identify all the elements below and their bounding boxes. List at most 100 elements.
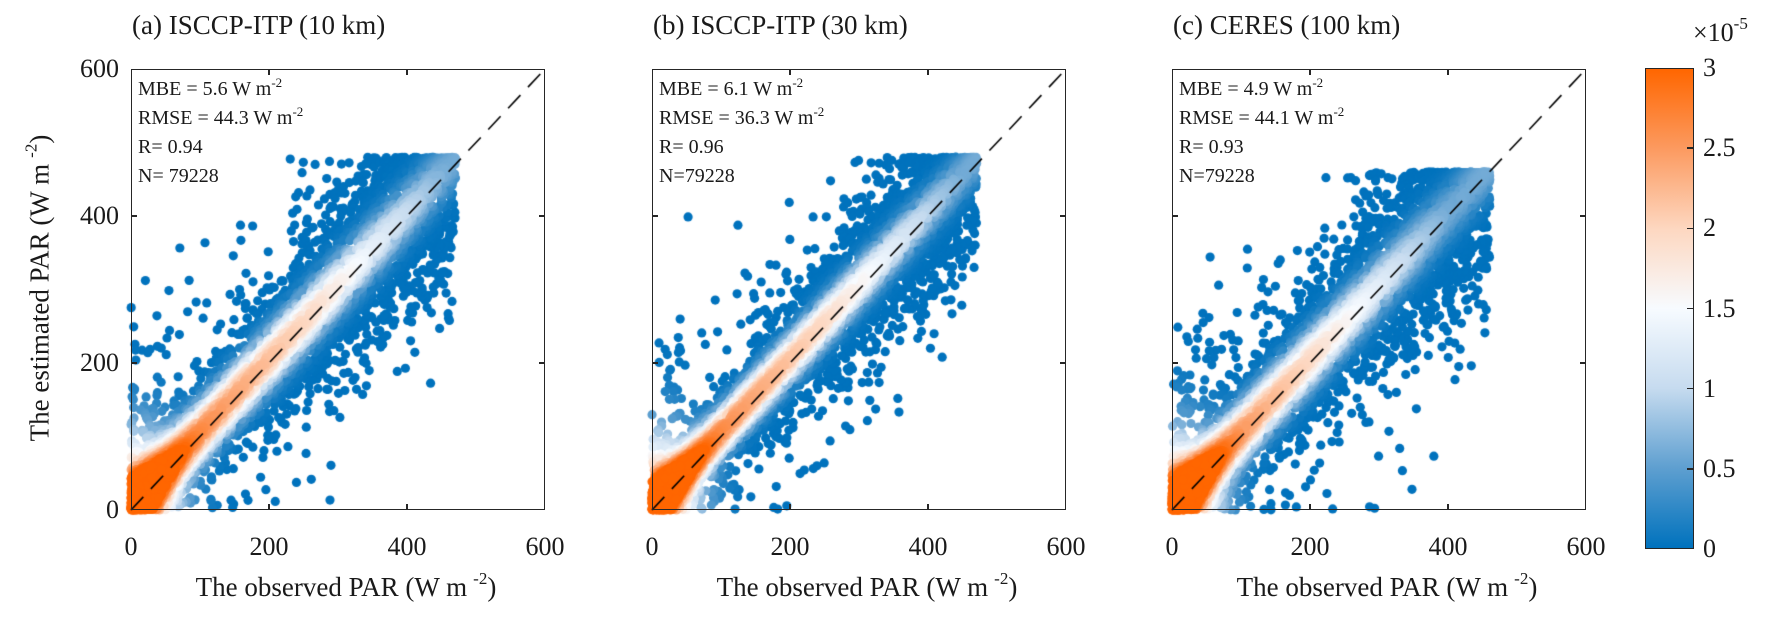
x-tick-label: 600 <box>1566 532 1606 561</box>
stats-text: RMSE = 36.3 W m <box>659 107 814 129</box>
stats-exponent: -2 <box>292 104 304 119</box>
panel-title: (c) CERES (100 km) <box>1173 10 1401 40</box>
x-tick-label: 400 <box>387 532 427 561</box>
stats-annotation: MBE = 5.6 W m-2 RMSE = 44.3 W m-2 R= 0.94 N… <box>138 75 303 191</box>
y-tick-mark <box>1060 362 1066 364</box>
colorbar-tick-label: 0 <box>1703 534 1716 563</box>
x-tick-mark <box>1447 69 1449 75</box>
scatter-axes: MBE = 4.9 W m-2 RMSE = 44.1 W m-2 R= 0.93 N… <box>1162 59 1596 520</box>
x-tick-label: 0 <box>124 532 138 561</box>
x-tick-label: 400 <box>1428 532 1468 561</box>
x-tick-label: 600 <box>1046 532 1086 561</box>
x-tick-label: 600 <box>525 532 565 561</box>
stats-text: R= 0.93 <box>1179 136 1244 158</box>
stats-annotation: MBE = 4.9 W m-2 RMSE = 44.1 W m-2 R= 0.93 N… <box>1179 75 1344 191</box>
stats-line: RMSE = 36.3 W m-2 <box>659 104 824 133</box>
y-axis-label-text: The estimated PAR (W m <box>24 163 55 442</box>
stats-line: N=79228 <box>659 162 824 191</box>
stats-text: N=79228 <box>1179 165 1255 187</box>
colorbar-tick-label: 2.5 <box>1703 133 1736 163</box>
colorbar-tick-label: 0.5 <box>1703 453 1736 483</box>
stats-exponent: -2 <box>813 104 825 119</box>
x-tick-mark <box>406 69 408 75</box>
stats-line: MBE = 5.6 W m-2 <box>138 75 303 104</box>
x-tick-label: 200 <box>1290 532 1330 561</box>
x-axis-label-text: The observed PAR (W m <box>1236 572 1509 602</box>
x-tick-label: 400 <box>908 532 948 561</box>
y-tick-mark <box>539 215 545 217</box>
stats-text: N=79228 <box>659 165 735 187</box>
colorbar-exponent-label: ×10-5 <box>1693 15 1748 48</box>
y-tick-mark <box>1172 362 1178 364</box>
x-axis-label-close: ) <box>487 572 497 602</box>
y-tick-mark <box>652 362 658 364</box>
y-axis-label: The estimated PAR (W m -2) <box>22 134 56 442</box>
colorbar-tick-label: 3 <box>1703 53 1716 82</box>
colorbar-tick-mark <box>1687 307 1693 310</box>
x-tick-mark <box>927 69 929 75</box>
x-tick-mark <box>1309 69 1311 75</box>
y-tick-mark <box>131 362 137 364</box>
x-axis-label-exponent: -2 <box>473 569 488 588</box>
stats-annotation: MBE = 6.1 W m-2 RMSE = 36.3 W m-2 R= 0.96 N… <box>659 75 824 191</box>
stats-text: N= 79228 <box>138 165 219 187</box>
y-tick-label: 0 <box>106 495 119 524</box>
colorbar-tick-label: 1 <box>1703 373 1716 403</box>
x-tick-mark <box>1447 504 1449 510</box>
stats-line: R= 0.93 <box>1179 133 1344 162</box>
colorbar-gradient <box>1646 69 1693 548</box>
y-tick-mark <box>539 362 545 364</box>
stats-text: R= 0.96 <box>659 136 724 158</box>
stats-line: MBE = 6.1 W m-2 <box>659 75 824 104</box>
x-axis-label-text: The observed PAR (W m <box>195 572 468 602</box>
colorbar <box>1645 68 1694 549</box>
x-tick-mark <box>406 504 408 510</box>
stats-line: RMSE = 44.3 W m-2 <box>138 104 303 133</box>
x-tick-label: 0 <box>1165 532 1179 561</box>
x-axis-label: The observed PAR (W m -2) <box>195 569 497 603</box>
stats-text: RMSE = 44.3 W m <box>138 107 293 129</box>
stats-line: N= 79228 <box>138 162 303 191</box>
x-tick-mark <box>927 504 929 510</box>
x-axis-label-close: ) <box>1528 572 1538 602</box>
y-tick-mark <box>1580 362 1586 364</box>
y-axis-label-close: ) <box>24 134 55 144</box>
colorbar-exponent-power: -5 <box>1733 14 1748 33</box>
x-tick-label: 200 <box>770 532 810 561</box>
colorbar-exponent-base: ×10 <box>1693 18 1734 47</box>
y-tick-label: 200 <box>80 348 119 377</box>
y-tick-mark <box>131 215 137 217</box>
colorbar-tick-mark <box>1687 468 1693 470</box>
colorbar-tick-mark <box>1687 387 1693 390</box>
x-axis-label-exponent: -2 <box>994 569 1009 588</box>
colorbar-tick-mark <box>1687 227 1693 230</box>
panel-title: (b) ISCCP-ITP (30 km) <box>653 10 908 40</box>
x-axis-label: The observed PAR (W m -2) <box>1236 569 1538 603</box>
panel-title: (a) ISCCP-ITP (10 km) <box>132 10 386 40</box>
stats-text: RMSE = 44.1 W m <box>1179 107 1334 129</box>
stats-text: R= 0.94 <box>138 136 203 158</box>
y-tick-mark <box>1172 215 1178 217</box>
y-tick-mark <box>1060 215 1066 217</box>
stats-line: R= 0.94 <box>138 133 303 162</box>
x-tick-mark <box>789 504 791 510</box>
x-tick-mark <box>268 504 270 510</box>
scatter-points <box>1162 59 1596 520</box>
x-axis-label: The observed PAR (W m -2) <box>717 569 1018 603</box>
stats-line: N=79228 <box>1179 162 1344 191</box>
stats-exponent: -2 <box>271 75 283 90</box>
stats-exponent: -2 <box>1333 104 1345 119</box>
stats-line: R= 0.96 <box>659 133 824 162</box>
x-axis-label-exponent: -2 <box>1514 569 1529 588</box>
stats-text: MBE = 5.6 W m <box>138 78 272 100</box>
y-tick-label: 600 <box>80 54 119 83</box>
stats-text: MBE = 6.1 W m <box>659 78 793 100</box>
colorbar-tick-label: 1.5 <box>1703 293 1736 323</box>
scatter-axes: MBE = 6.1 W m-2 RMSE = 36.3 W m-2 R= 0.96 N… <box>642 59 1076 520</box>
scatter-points <box>121 59 555 520</box>
y-tick-mark <box>1580 215 1586 217</box>
x-axis-label-close: ) <box>1008 572 1018 602</box>
y-tick-label: 400 <box>80 201 119 230</box>
x-tick-mark <box>789 69 791 75</box>
stats-exponent: -2 <box>1312 75 1324 90</box>
